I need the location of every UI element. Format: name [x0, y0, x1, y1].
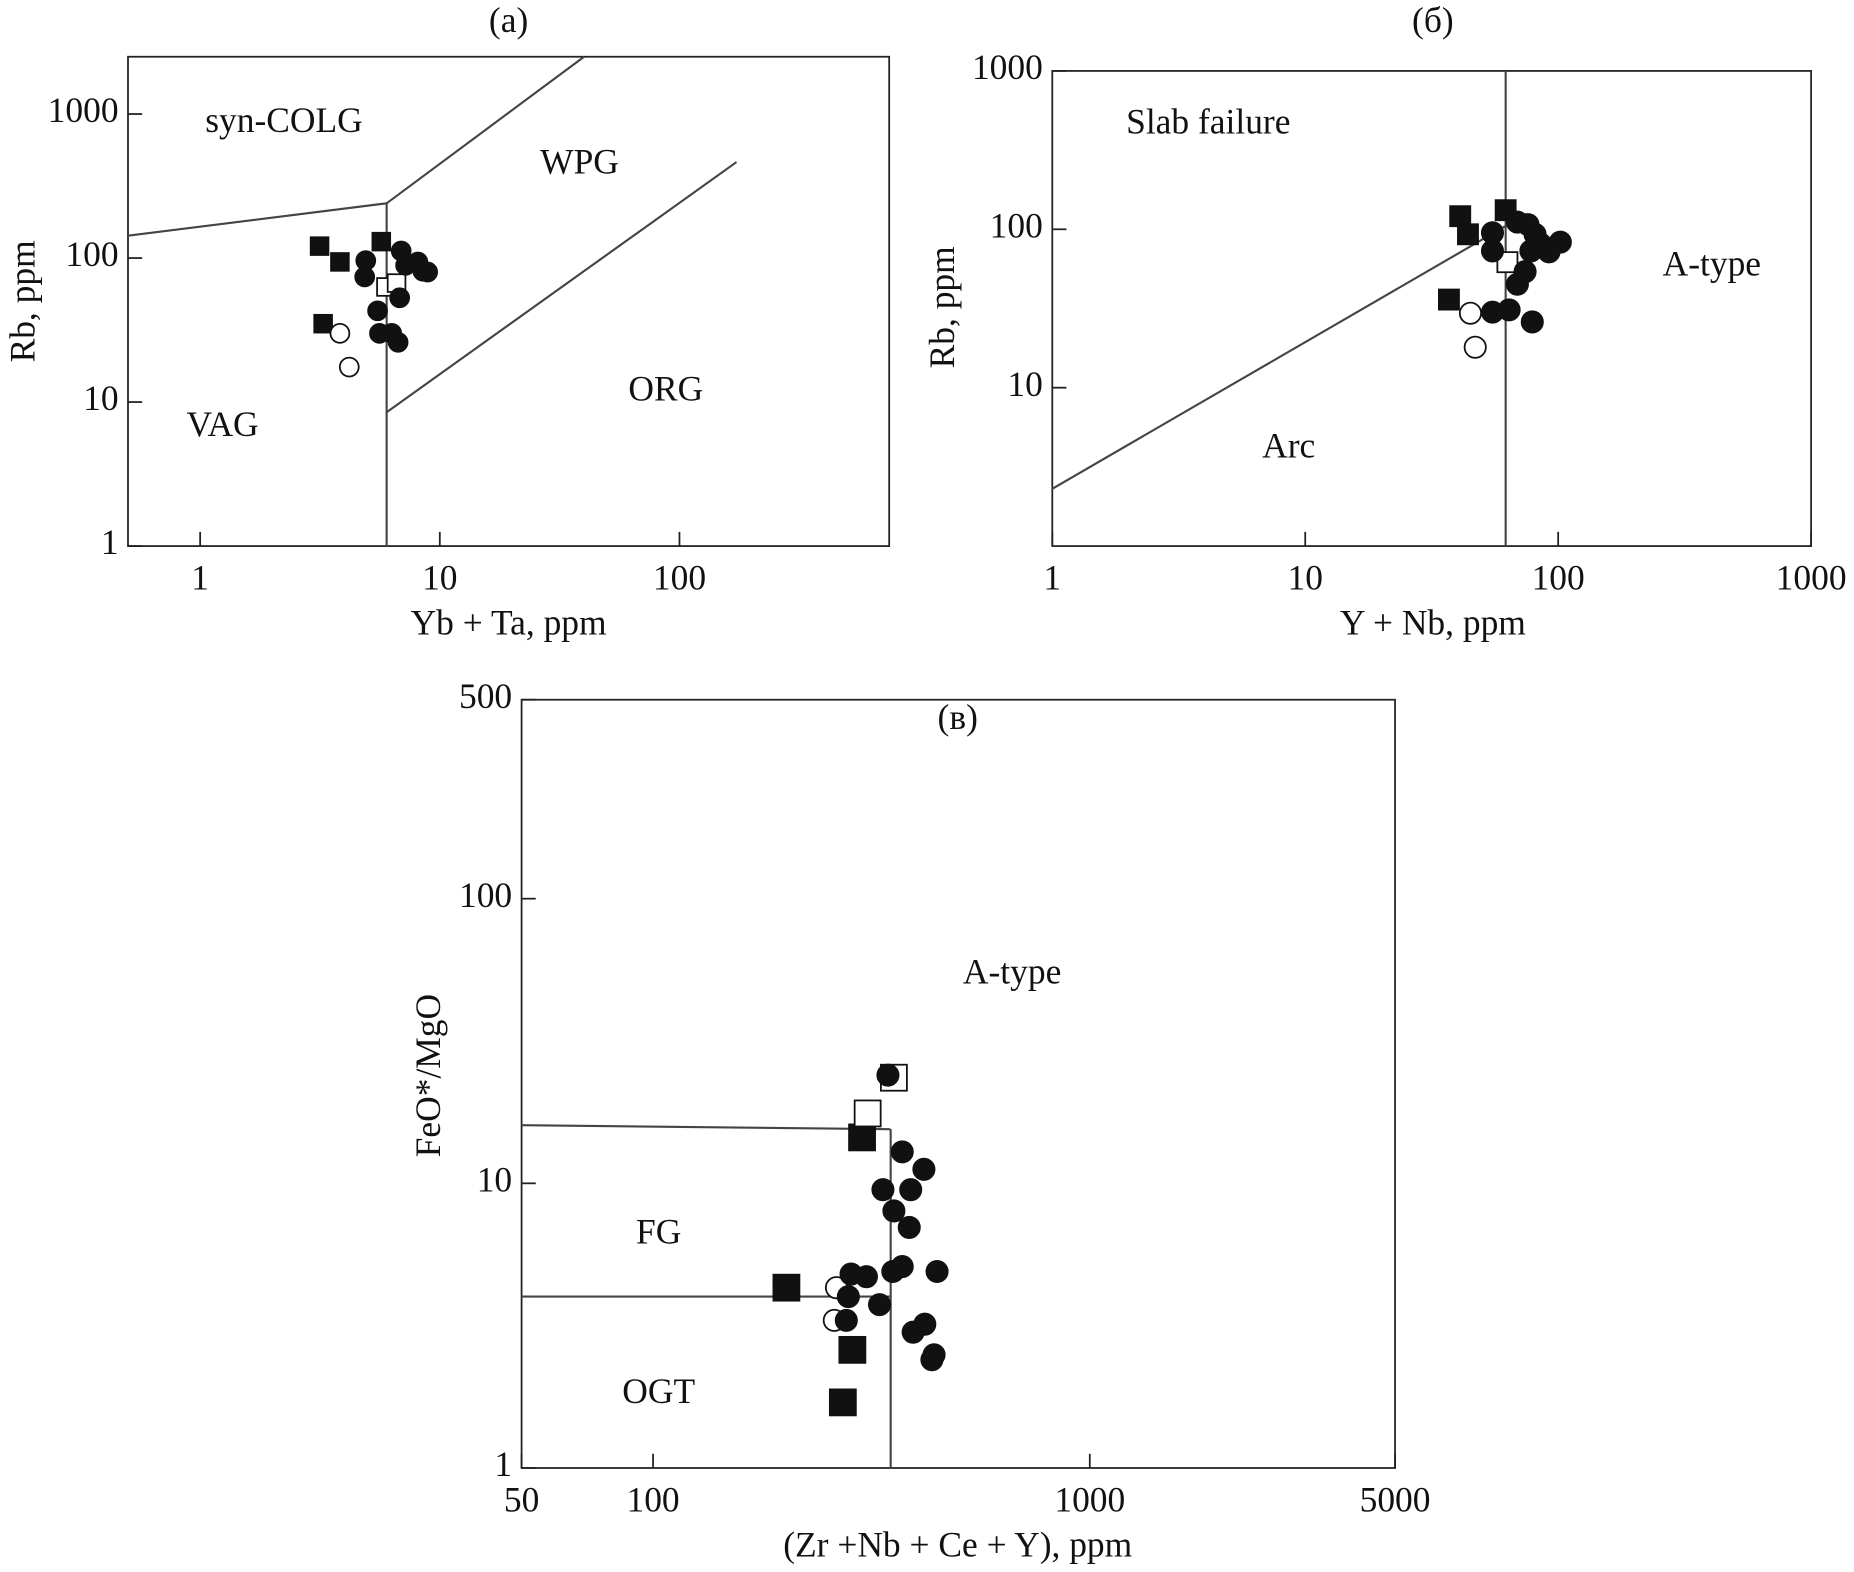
region-label: WPG	[540, 142, 619, 182]
x-tick-label: 1	[191, 558, 209, 598]
circle-marker	[417, 261, 439, 283]
circle-marker	[912, 1157, 936, 1181]
y-tick-label: 100	[990, 205, 1043, 245]
region-label: A-type	[963, 951, 1061, 991]
boundary-line	[1051, 225, 1507, 490]
square-marker	[309, 236, 330, 256]
x-axis-label: Y + Nb, ppm	[1340, 603, 1526, 643]
y-tick-label: 10	[1007, 364, 1042, 404]
x-tick-label: 50	[504, 1480, 539, 1520]
circle-marker	[882, 1199, 906, 1223]
circle-marker	[338, 356, 360, 378]
circle-marker	[1548, 230, 1572, 254]
y-tick-label: 100	[65, 234, 118, 274]
circle-marker	[354, 266, 376, 288]
circle-marker	[1480, 239, 1505, 263]
circle-marker	[367, 300, 388, 322]
plot-frame	[520, 698, 1396, 1469]
circle-marker	[1505, 272, 1529, 296]
x-tick-label: 10	[422, 558, 457, 598]
circle-marker	[1458, 301, 1482, 325]
y-tick-label: 1000	[972, 47, 1043, 87]
circle-marker	[876, 1063, 900, 1087]
square-marker	[1438, 288, 1460, 311]
circle-marker	[867, 1293, 892, 1317]
chart-title: (a)	[489, 0, 528, 40]
square-marker	[828, 1388, 857, 1417]
y-tick-label: 1000	[48, 90, 119, 130]
x-axis-label: (Zr +Nb + Ce + Y), ppm	[783, 1525, 1132, 1565]
y-tick-label: 500	[459, 676, 512, 716]
circle-marker	[1480, 300, 1505, 324]
circle-marker	[1519, 239, 1543, 263]
y-tick-label: 10	[477, 1159, 512, 1199]
region-label: Arc	[1262, 425, 1315, 465]
region-label: OGT	[622, 1371, 695, 1411]
square-marker	[1496, 251, 1519, 274]
x-tick-label: 10	[1288, 558, 1323, 598]
circle-marker	[890, 1140, 914, 1164]
chart-title: (б)	[1412, 0, 1454, 40]
x-tick-label: 100	[1532, 558, 1585, 598]
region-label: syn-COLG	[205, 100, 362, 140]
square-marker	[1449, 205, 1472, 228]
y-tick-label: 1	[494, 1444, 512, 1484]
region-label: FG	[636, 1211, 681, 1251]
square-marker	[772, 1273, 801, 1302]
plot-frame	[127, 55, 891, 547]
circle-marker	[925, 1259, 949, 1284]
circle-marker	[854, 1265, 878, 1289]
x-tick-label: 1	[1043, 558, 1061, 598]
y-tick-label: 100	[459, 875, 512, 915]
x-tick-label: 5000	[1360, 1480, 1431, 1520]
y-tick-label: 10	[83, 378, 118, 418]
circle-marker	[871, 1178, 895, 1202]
circle-marker	[381, 323, 403, 344]
circle-marker	[389, 287, 411, 309]
circle-marker	[899, 1178, 923, 1202]
circle-marker	[329, 323, 351, 344]
circle-marker	[897, 1215, 921, 1239]
square-marker	[848, 1123, 876, 1152]
circle-marker	[881, 1259, 905, 1284]
y-tick-label: 1	[101, 522, 119, 562]
circle-marker	[834, 1308, 858, 1332]
circle-marker	[1463, 335, 1487, 359]
y-axis-label: Rb, ppm	[922, 246, 962, 369]
region-label: ORG	[628, 369, 703, 409]
region-label: A-type	[1663, 243, 1761, 283]
boundary-line	[127, 202, 387, 237]
square-marker	[853, 1099, 882, 1128]
boundary-line	[385, 55, 585, 205]
square-marker	[1457, 223, 1479, 246]
x-tick-label: 1000	[1776, 558, 1847, 598]
plot-frame	[1051, 70, 1812, 547]
circle-marker	[1520, 310, 1544, 334]
region-label: Slab failure	[1126, 101, 1290, 141]
boundary-line	[386, 161, 738, 414]
circle-marker	[913, 1312, 937, 1336]
square-marker	[313, 313, 333, 334]
square-marker	[838, 1335, 867, 1364]
chart-title: (в)	[938, 697, 978, 737]
circle-marker	[836, 1285, 860, 1309]
y-axis-label: Rb, ppm	[2, 240, 42, 363]
boundary-line	[521, 1124, 891, 1131]
y-axis-label: FeO*/MgO	[408, 994, 448, 1157]
x-tick-label: 100	[653, 558, 706, 598]
x-tick-label: 1000	[1054, 1480, 1125, 1520]
circle-marker	[920, 1348, 944, 1372]
square-marker	[330, 252, 350, 272]
x-axis-label: Yb + Ta, ppm	[411, 603, 607, 643]
x-tick-label: 100	[626, 1480, 679, 1520]
square-marker	[371, 231, 392, 252]
region-label: VAG	[186, 404, 258, 444]
